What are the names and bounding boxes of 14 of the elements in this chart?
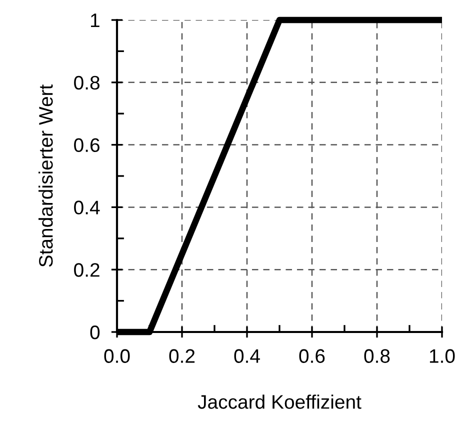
x-tick-label: 0.6 (299, 349, 325, 363)
y-tick-label: 0 (90, 325, 100, 340)
y-axis-title: Standardisierter Wert (38, 84, 53, 267)
x-tick-label: 1.0 (430, 349, 455, 363)
x-tick-label: 0.8 (364, 349, 390, 363)
x-tick-label: 0.2 (169, 349, 195, 363)
y-tick-label: 0.4 (74, 200, 100, 214)
x-tick-label: 0.4 (234, 349, 260, 363)
x-axis-title: Jaccard Koeffizient (198, 394, 362, 409)
y-tick-label: 1 (91, 14, 100, 28)
y-tick-label: 0.2 (74, 263, 100, 277)
y-tick-label: 0.6 (74, 138, 100, 152)
x-tick-label: 0.0 (104, 349, 130, 363)
y-tick-label: 0.8 (74, 76, 100, 90)
